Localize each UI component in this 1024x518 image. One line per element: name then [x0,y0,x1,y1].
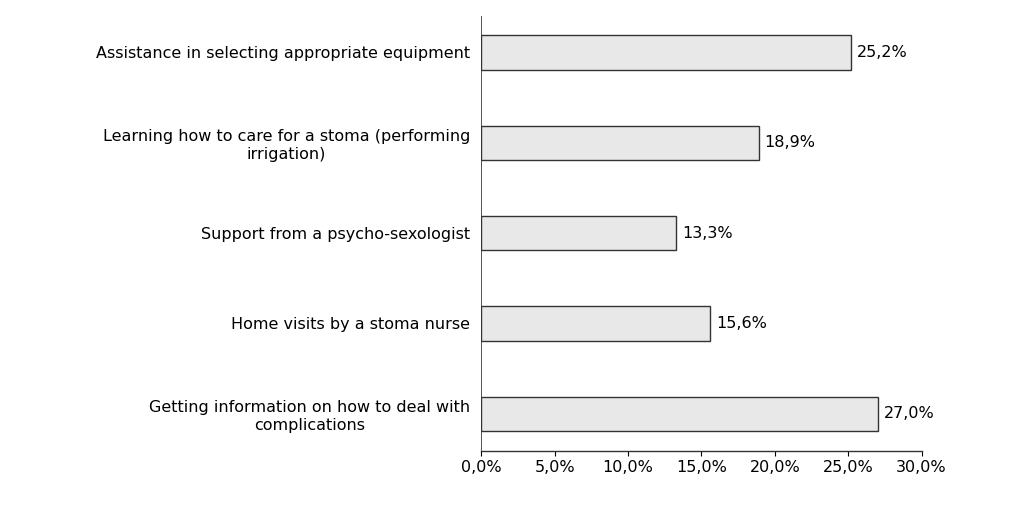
Bar [481,306,711,340]
Bar [481,216,677,250]
Bar [481,126,759,160]
Text: 27,0%: 27,0% [884,406,934,421]
Text: 15,6%: 15,6% [716,316,767,331]
Bar [481,397,878,431]
Text: 18,9%: 18,9% [765,135,815,150]
Bar [481,35,851,69]
Text: 25,2%: 25,2% [857,45,907,60]
Text: 13,3%: 13,3% [682,226,733,240]
